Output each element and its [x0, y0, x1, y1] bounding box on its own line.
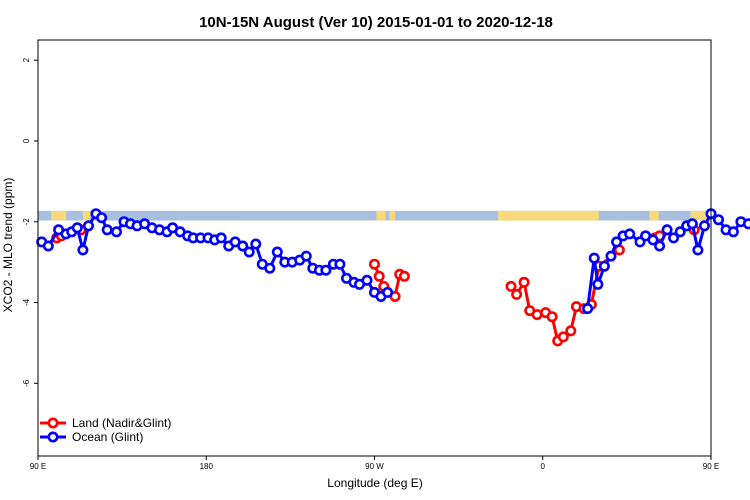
land-segment: [649, 210, 659, 221]
land-segment: [82, 210, 91, 221]
legend-swatch-land-marker: [47, 417, 59, 429]
data-point: [237, 240, 249, 252]
data-point: [661, 224, 673, 236]
y-tick-label: -6: [22, 379, 31, 387]
x-tick-label: 90 W: [365, 462, 384, 471]
data-point: [686, 218, 698, 230]
data-point: [592, 278, 604, 290]
land-segment: [376, 210, 386, 221]
data-point: [742, 218, 750, 230]
ocean-band: [38, 210, 711, 221]
data-point: [531, 309, 543, 321]
data-point: [505, 280, 517, 292]
data-point: [334, 258, 346, 270]
land-segment: [690, 210, 710, 221]
data-point: [698, 220, 710, 232]
data-point: [368, 258, 380, 270]
series-layer: [36, 208, 750, 347]
data-point: [111, 226, 123, 238]
data-point: [271, 246, 283, 258]
data-point: [598, 260, 610, 272]
x-tick-label: 90 E: [703, 462, 719, 471]
legend-label-ocean: Ocean (Glint): [72, 430, 143, 444]
data-point: [77, 244, 89, 256]
data-point: [83, 220, 95, 232]
data-point: [712, 214, 724, 226]
data-point: [654, 240, 666, 252]
x-tick-label: 0: [541, 462, 546, 471]
data-point: [382, 286, 394, 298]
land-segment: [389, 210, 396, 221]
data-point: [511, 288, 523, 300]
y-tick-label: 2: [22, 57, 31, 62]
data-point: [42, 240, 54, 252]
data-point: [101, 224, 113, 236]
data-point: [588, 252, 600, 264]
x-axis: 90 E 180 90 W 0 90 E: [30, 456, 719, 471]
data-point: [611, 236, 623, 248]
data-point: [557, 331, 569, 343]
land-segment: [497, 210, 599, 221]
x-tick-label: 180: [200, 462, 214, 471]
data-point: [674, 226, 686, 238]
data-point: [361, 274, 373, 286]
series-ocean: [36, 208, 750, 315]
data-point: [373, 270, 385, 282]
y-tick-label: -4: [22, 298, 31, 306]
land-segment: [51, 210, 67, 221]
data-point: [692, 244, 704, 256]
y-axis: 2 0 -2 -4 -6: [22, 57, 38, 387]
data-point: [71, 222, 83, 234]
data-point: [320, 264, 332, 276]
data-point: [647, 234, 659, 246]
land-segments: [51, 210, 710, 221]
y-tick-label: -2: [22, 218, 31, 226]
x-axis-label: Longitude (deg E): [327, 476, 422, 490]
x-tick-label: 90 E: [30, 462, 46, 471]
data-point: [727, 226, 739, 238]
data-point: [546, 311, 558, 323]
y-axis-label: XCO2 - MLO trend (ppm): [1, 178, 15, 313]
data-point: [264, 262, 276, 274]
legend: Land (Nadir&Glint) Ocean (Glint): [40, 416, 171, 444]
data-point: [605, 250, 617, 262]
data-point: [243, 246, 255, 258]
data-point: [624, 228, 636, 240]
chart-title: 10N-15N August (Ver 10) 2015-01-01 to 20…: [199, 14, 553, 31]
legend-item-ocean: Ocean (Glint): [40, 430, 143, 444]
legend-swatch-ocean-marker: [47, 431, 59, 443]
data-point: [250, 238, 262, 250]
legend-item-land: Land (Nadir&Glint): [40, 416, 171, 430]
land-ocean-band: [38, 210, 711, 221]
data-point: [300, 250, 312, 262]
data-point: [565, 325, 577, 337]
plot-frame: [37, 39, 712, 457]
data-point: [398, 270, 410, 282]
legend-label-land: Land (Nadir&Glint): [72, 416, 171, 430]
data-point: [96, 212, 108, 224]
data-point: [518, 276, 530, 288]
data-point: [215, 232, 227, 244]
data-point: [668, 232, 680, 244]
y-tick-label: 0: [22, 138, 31, 143]
data-point: [582, 303, 594, 315]
